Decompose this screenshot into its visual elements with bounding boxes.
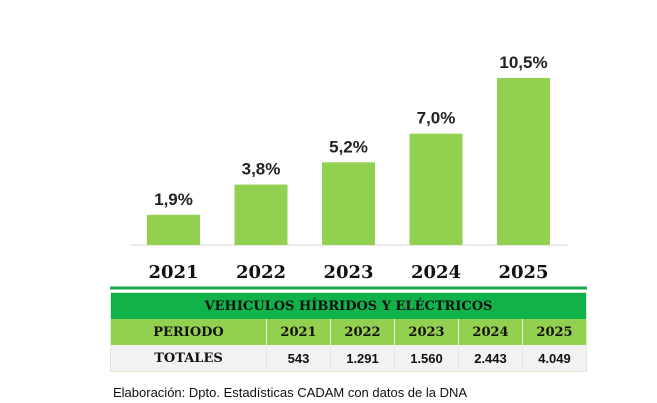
table-title: VEHICULOS HÍBRIDOS Y ELÉCTRICOS bbox=[110, 292, 587, 319]
data-label: 3,8% bbox=[242, 160, 281, 179]
x-tick-label: 2024 bbox=[411, 262, 461, 283]
header-cell: 2024 bbox=[458, 319, 523, 345]
header-cell: 2023 bbox=[394, 319, 459, 345]
header-cell: PERIODO bbox=[110, 319, 267, 345]
x-tick-label: 2022 bbox=[236, 262, 286, 283]
data-label: 1,9% bbox=[154, 190, 193, 209]
value-cell: 2.443 bbox=[458, 345, 523, 372]
header-cell: 2022 bbox=[330, 319, 395, 345]
x-tick-label: 2021 bbox=[148, 262, 198, 283]
x-tick-label: 2023 bbox=[323, 262, 373, 283]
value-cell: 543 bbox=[266, 345, 331, 372]
bar-2024 bbox=[409, 133, 463, 245]
bar-2025 bbox=[497, 78, 550, 245]
table-header-row: PERIODO 2021 2022 2023 2024 2025 bbox=[110, 319, 587, 345]
value-cell: 1.291 bbox=[330, 345, 395, 372]
table-title-row: VEHICULOS HÍBRIDOS Y ELÉCTRICOS bbox=[110, 292, 587, 319]
header-cell: 2021 bbox=[266, 319, 331, 345]
bar-2022 bbox=[234, 184, 288, 245]
row-label: TOTALES bbox=[110, 345, 267, 372]
bar-2023 bbox=[322, 162, 375, 245]
source-note: Elaboración: Dpto. Estadísticas CADAM co… bbox=[113, 385, 468, 400]
data-label: 5,2% bbox=[329, 137, 368, 156]
bar-2021 bbox=[147, 214, 200, 245]
bar-chart: 1,9% 3,8% 5,2% 7,0% 10,5% 2021 2022 2023 2024 20… bbox=[110, 53, 587, 290]
table-row: TOTALES 543 1.291 1.560 2.443 4.049 bbox=[110, 345, 587, 372]
header-cell: 2025 bbox=[522, 319, 587, 345]
x-tick-label: 2025 bbox=[498, 262, 548, 283]
data-label: 7,0% bbox=[417, 109, 456, 128]
data-table: VEHICULOS HÍBRIDOS Y ELÉCTRICOS PERIODO … bbox=[110, 292, 587, 372]
data-label: 10,5% bbox=[499, 53, 547, 72]
value-cell: 1.560 bbox=[394, 345, 459, 372]
value-cell: 4.049 bbox=[522, 345, 587, 372]
